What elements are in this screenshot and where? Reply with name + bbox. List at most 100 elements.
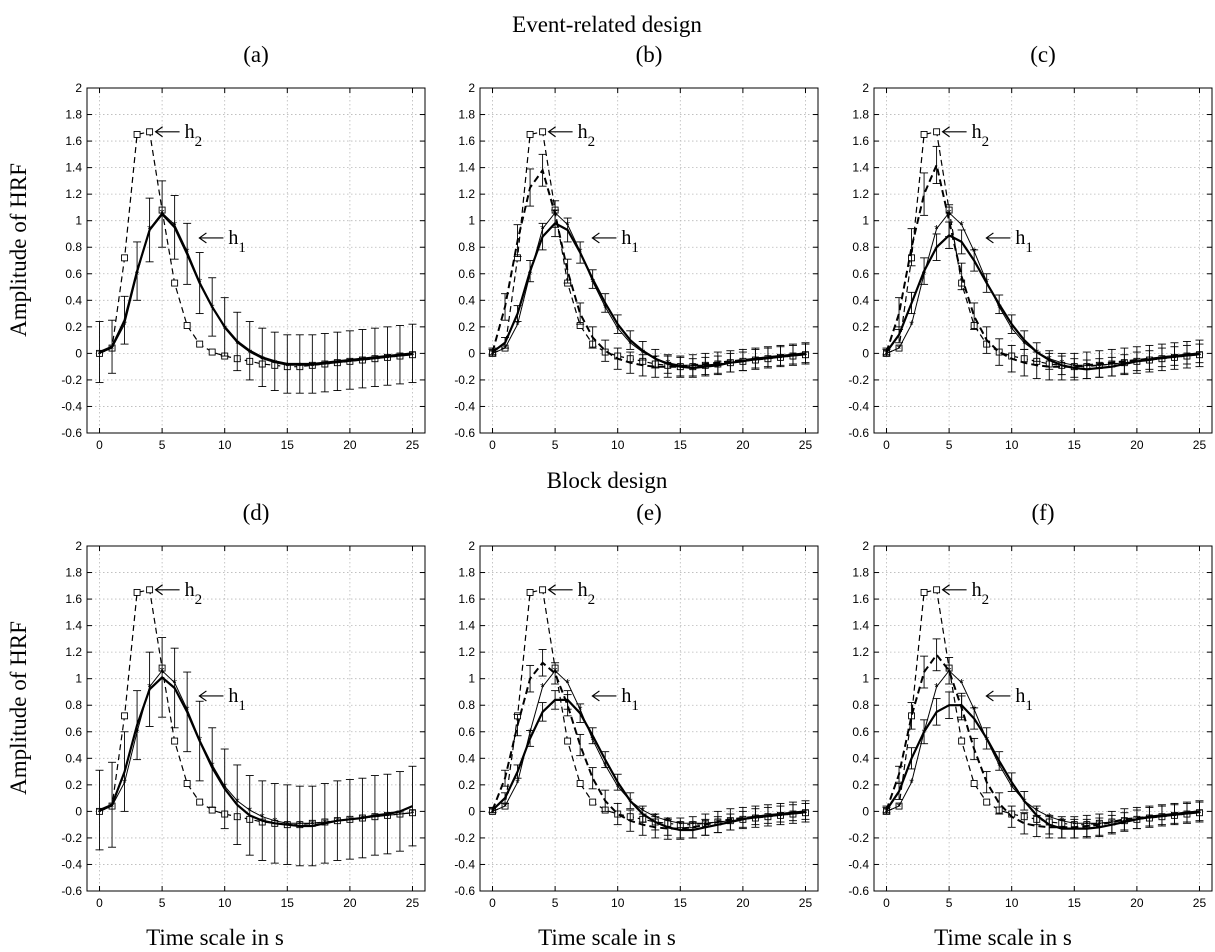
data-point-square	[920, 130, 928, 138]
x-tick-label: 20	[736, 896, 750, 910]
x-tick-label: 20	[343, 438, 357, 452]
x-axis-label-d: Time scale in s	[146, 925, 284, 950]
data-point-star: *	[565, 677, 570, 691]
annotation-subscript: 2	[588, 592, 596, 608]
data-point-star: *	[959, 677, 964, 691]
data-point-square	[196, 798, 204, 806]
annotation-arrowhead	[547, 126, 556, 138]
y-tick-label: 0	[468, 804, 475, 818]
series-line-bold	[885, 704, 1200, 830]
annotation-subscript: 2	[588, 134, 596, 150]
y-axis-label-top: Amplitude of HRF	[6, 163, 31, 337]
annotation-arrowhead	[154, 126, 163, 138]
x-tick-label: 25	[1193, 438, 1207, 452]
data-point-square	[183, 780, 191, 787]
data-point-star: *	[503, 800, 508, 814]
y-tick-label: 0	[75, 804, 82, 818]
y-tick-label: 1	[468, 672, 475, 686]
y-tick-label: 0	[75, 346, 82, 360]
panel-f: (f) -0.6 -0.4 -0.2 0 0.2 0.4 0.6 0.8 1 1.2 1.4 1.6 1.…	[848, 500, 1213, 910]
y-tick-label: 2	[468, 539, 475, 553]
panel-a: (a) -0.6 -0.4 -0.2 0 0.2 0.4 0.6 0.8 1 1.2 1.4 1.6 1.…	[61, 42, 426, 452]
y-tick-label: 0.4	[65, 751, 82, 765]
annotation-label: h2	[972, 579, 990, 608]
y-tick-label: 1.8	[852, 108, 869, 122]
x-tick-label: 15	[281, 896, 295, 910]
plot-frame	[479, 545, 819, 892]
y-tick-label: 0.2	[458, 778, 475, 792]
series-line-dashed	[886, 589, 1200, 826]
y-tick-label: -0.2	[848, 373, 869, 387]
data-point-square	[920, 588, 928, 596]
y-tick-label: 1	[862, 214, 869, 228]
x-tick-label: 5	[159, 896, 166, 910]
y-tick-label: 0.6	[852, 725, 869, 739]
y-tick-label: -0.4	[454, 399, 475, 413]
data-point-square	[970, 780, 978, 787]
y-tick-label: -0.2	[61, 831, 82, 845]
annotation-subscript: 2	[982, 134, 990, 150]
y-tick-label: -0.6	[454, 884, 475, 898]
data-point-square	[171, 279, 179, 287]
data-point-star: *	[897, 342, 902, 356]
annotation-subscript: 1	[1025, 698, 1033, 714]
data-point-square	[958, 737, 966, 745]
y-tick-label: 1.8	[458, 108, 475, 122]
y-tick-label: -0.4	[848, 399, 869, 413]
x-tick-label: 10	[218, 896, 232, 910]
panels-container: (a) -0.6 -0.4 -0.2 0 0.2 0.4 0.6 0.8 1 1.2 1.4 1.6 1.…	[61, 42, 1213, 910]
annotation-label: h2	[185, 579, 203, 608]
x-axis-label-e: Time scale in s	[538, 925, 676, 950]
data-point-star: *	[934, 223, 939, 237]
annotation-label: h1	[228, 685, 246, 714]
annotation-label: h1	[228, 227, 246, 256]
annotation-label: h2	[578, 579, 596, 608]
x-tick-label: 10	[611, 896, 625, 910]
x-tick-label: 5	[552, 896, 559, 910]
y-tick-label: 0.8	[852, 698, 869, 712]
series-line-dashed-bold	[885, 161, 1200, 368]
y-tick-label: 0.4	[458, 293, 475, 307]
data-point-square	[526, 588, 534, 596]
series-line-bold	[885, 233, 1200, 371]
y-tick-label: 2	[468, 81, 475, 95]
y-tick-label: 1.4	[852, 161, 869, 175]
annotation-arrowhead	[591, 690, 600, 702]
series-line-bold	[99, 212, 413, 366]
y-tick-label: -0.2	[848, 831, 869, 845]
annotation-subscript: 1	[238, 698, 246, 714]
data-point-square	[208, 806, 216, 814]
y-tick-label: 0.6	[65, 267, 82, 281]
data-point-star: *	[897, 800, 902, 814]
series-line-dashed-bold	[491, 168, 806, 368]
data-point-star: *	[515, 318, 520, 332]
x-tick-label: 20	[736, 438, 750, 452]
annotation-subscript: 2	[195, 134, 203, 150]
data-point-square	[933, 128, 941, 136]
y-tick-label: 1	[468, 214, 475, 228]
y-tick-label: 1.4	[852, 619, 869, 633]
y-tick-label: -0.6	[848, 884, 869, 898]
x-tick-label: 15	[1068, 896, 1082, 910]
annotation-label: h2	[185, 121, 203, 150]
y-tick-label: 2	[75, 81, 82, 95]
panel-letter: (f)	[1032, 500, 1055, 525]
y-tick-label: 0.4	[852, 751, 869, 765]
series-line-dashed-bold	[885, 653, 1200, 829]
y-tick-label: 0.6	[458, 725, 475, 739]
series-line-dashed	[99, 131, 413, 368]
panel-e: (e) -0.6 -0.4 -0.2 0 0.2 0.4 0.6 0.8 1 1.2 1.4 1.6 1.…	[454, 500, 819, 910]
data-point-square	[121, 712, 129, 720]
x-tick-label: 0	[96, 438, 103, 452]
y-tick-label: 1.4	[65, 619, 82, 633]
x-tick-label: 15	[281, 438, 295, 452]
y-tick-label: -0.6	[848, 426, 869, 440]
data-point-star: *	[540, 681, 545, 695]
annotation-subscript: 1	[238, 240, 246, 256]
y-tick-label: 1.6	[852, 134, 869, 148]
panel-letter: (c)	[1030, 42, 1056, 67]
data-point-square	[133, 588, 141, 596]
y-tick-label: -0.6	[61, 426, 82, 440]
y-tick-label: 0.2	[852, 778, 869, 792]
